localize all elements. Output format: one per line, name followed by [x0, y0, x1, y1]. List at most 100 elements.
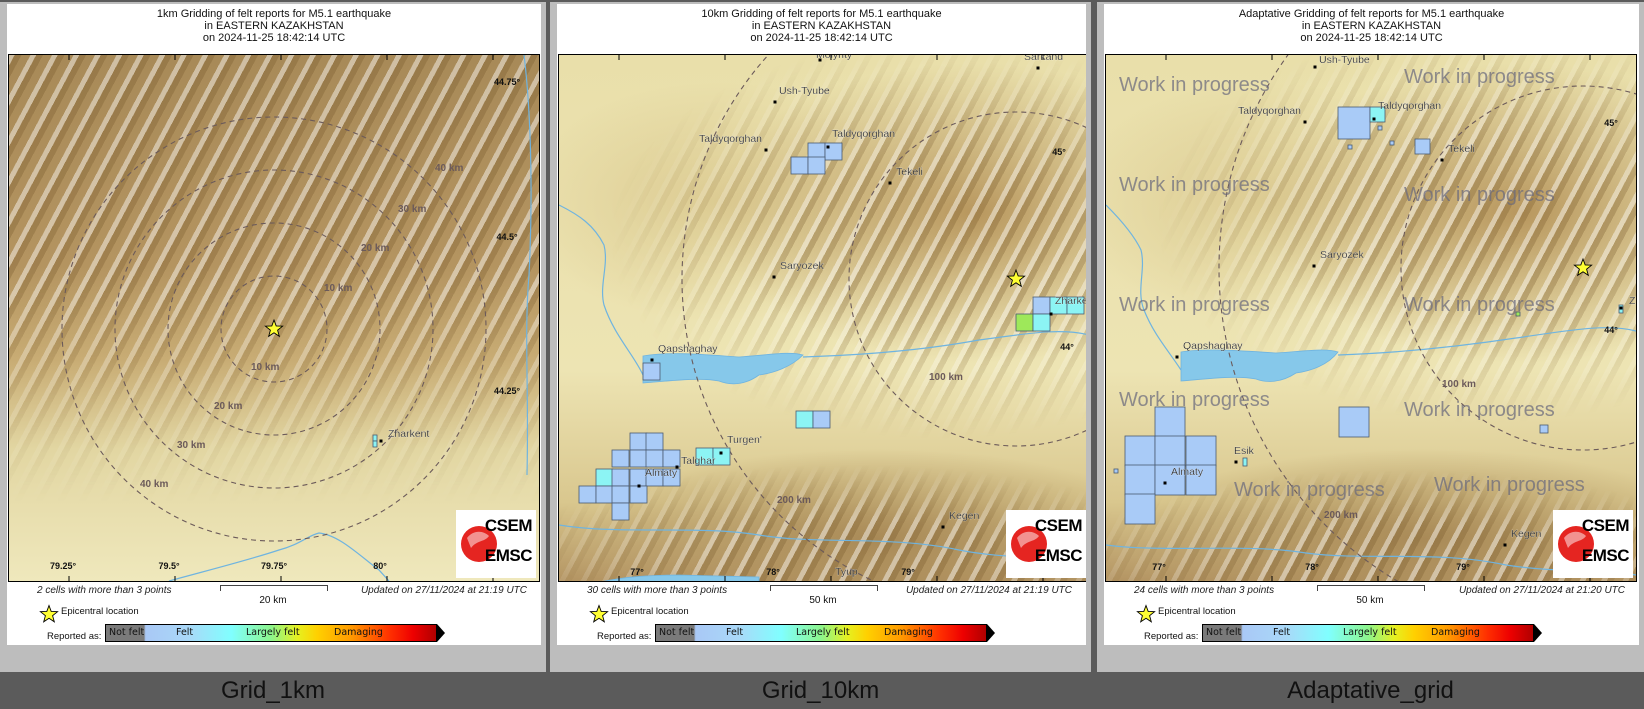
felt-report-cell[interactable] — [595, 468, 614, 487]
title-line: on 2024-11-25 18:42:14 UTC — [750, 32, 893, 44]
felt-report-cell[interactable] — [1414, 138, 1431, 155]
felt-report-cell[interactable] — [662, 449, 681, 468]
city-label: Tekeli — [1448, 143, 1475, 155]
felt-report-cell[interactable] — [611, 449, 630, 468]
lake — [603, 574, 760, 581]
felt-report-cell[interactable] — [1124, 493, 1156, 525]
felt-report-cell[interactable] — [372, 440, 378, 448]
felt-report-cell[interactable] — [1337, 106, 1371, 140]
felt-report-cell[interactable] — [1124, 464, 1156, 496]
felt-report-cell[interactable] — [812, 410, 831, 429]
map-figure: 1km Gridding of felt reports for M5.1 ea… — [7, 4, 541, 645]
felt-report-cell[interactable] — [1154, 435, 1186, 467]
logo-text-emsc: EMSC — [1034, 546, 1083, 565]
distance-label: 30 km — [177, 440, 205, 451]
colorbar-label: Damaging — [334, 627, 383, 638]
river — [168, 532, 390, 581]
shaded-relief-map[interactable]: 100 km 200 km Ush-Tyube Taldyqorghan Taldyqo… — [1105, 54, 1637, 582]
felt-report-cell[interactable] — [1377, 125, 1383, 131]
felt-report-cell[interactable] — [1124, 435, 1156, 467]
felt-report-cell[interactable] — [1185, 435, 1217, 467]
felt-report-cell[interactable] — [629, 432, 648, 451]
felt-report-cell[interactable] — [629, 485, 648, 504]
felt-report-cell[interactable] — [1389, 140, 1395, 146]
felt-report-cell[interactable] — [807, 156, 826, 175]
city-marker — [650, 358, 654, 362]
city-marker — [675, 465, 679, 469]
felt-report-cell[interactable] — [611, 485, 630, 504]
river — [1106, 204, 1182, 371]
figure-title: 1km Gridding of felt reports for M5.1 ea… — [7, 8, 541, 44]
lake — [1180, 349, 1339, 382]
latitude-label: 44.25° — [494, 386, 521, 396]
colorbar-label: Felt — [176, 627, 194, 638]
city-label: Taldyqorghan — [699, 133, 762, 145]
city-marker — [1036, 66, 1040, 70]
felt-report-cell[interactable] — [629, 449, 648, 468]
distance-ring — [167, 222, 381, 436]
felt-report-cell[interactable] — [1113, 468, 1119, 474]
shaded-relief-map[interactable]: 40 km 30 km 20 km 10 km 10 km 20 km 30 km 40 km… — [8, 54, 540, 582]
distance-ring — [61, 116, 487, 542]
felt-report-cell[interactable] — [645, 432, 664, 451]
city-marker — [941, 525, 945, 529]
felt-report-cell[interactable] — [1338, 406, 1370, 438]
felt-report-cell[interactable] — [611, 468, 630, 487]
felt-report-cell[interactable] — [1066, 296, 1085, 315]
csem-emsc-logo: CSEM EMSC — [1553, 510, 1633, 578]
csem-emsc-logo: CSEM EMSC — [456, 510, 536, 578]
city-marker — [773, 100, 777, 104]
felt-report-cell[interactable] — [1015, 313, 1034, 332]
felt-report-cell[interactable] — [1154, 406, 1186, 438]
felt-report-cell[interactable] — [712, 447, 731, 466]
city-label: Kegen — [949, 510, 980, 522]
panel-caption: Grid_1km — [220, 677, 326, 704]
colorbar-arrow-icon — [987, 624, 995, 642]
logo-text-emsc: EMSC — [484, 546, 533, 565]
felt-report-cell[interactable] — [662, 468, 681, 487]
map-overlay: 100 km 200 km Moiynty Sarkand Ush-Tyube Taldy… — [559, 55, 1086, 581]
felt-report-cell[interactable] — [611, 502, 630, 521]
epicenter-star-icon[interactable] — [1006, 268, 1026, 288]
felt-report-cell[interactable] — [1347, 144, 1353, 150]
watermark-text: Work in progress — [1234, 479, 1385, 501]
felt-report-cell[interactable] — [1032, 313, 1051, 332]
watermark-text: Work in progress — [1119, 174, 1270, 196]
colorbar-label: Not felt — [109, 627, 145, 638]
map-figure: Adaptative Gridding of felt reports for … — [1104, 4, 1639, 645]
scale-bar — [770, 585, 878, 591]
logo-text-csem: CSEM — [484, 516, 533, 535]
watermark-text: Work in progress — [1404, 294, 1555, 316]
city-label: Tyup — [835, 566, 858, 578]
map-panel-3: Adaptative Gridding of felt reports for … — [1097, 2, 1644, 672]
city-marker — [1312, 264, 1316, 268]
felt-report-cell[interactable] — [790, 156, 809, 175]
felt-report-cell[interactable] — [645, 449, 664, 468]
felt-report-cell[interactable] — [1154, 464, 1186, 496]
city-marker — [764, 148, 768, 152]
epicenter-star-icon[interactable] — [264, 318, 284, 338]
felt-report-cell[interactable] — [1242, 457, 1248, 467]
city-marker — [1234, 460, 1238, 464]
felt-report-cell[interactable] — [578, 485, 597, 504]
distance-ring — [1400, 85, 1636, 451]
distance-ring — [114, 169, 434, 489]
felt-report-cell[interactable] — [642, 362, 661, 381]
felt-report-cell[interactable] — [1032, 296, 1051, 315]
shaded-relief-map[interactable]: 100 km 200 km Moiynty Sarkand Ush-Tyube Taldy… — [558, 54, 1086, 582]
intensity-colorbar: Not felt Felt Largely felt Damaging — [1202, 624, 1534, 642]
city-label: Turgen' — [727, 434, 762, 446]
felt-report-cell[interactable] — [1539, 424, 1549, 434]
reported-as-label: Reported as: — [597, 631, 652, 642]
felt-report-cell[interactable] — [1185, 464, 1217, 496]
felt-report-cell[interactable] — [372, 434, 378, 442]
felt-report-cell[interactable] — [595, 485, 614, 504]
logo-text-csem: CSEM — [1581, 516, 1630, 535]
globe-icon — [461, 526, 497, 562]
felt-report-cell[interactable] — [795, 410, 814, 429]
epicenter-star-icon[interactable] — [1573, 257, 1593, 277]
felt-report-cell[interactable] — [1515, 311, 1521, 317]
distance-label: 100 km — [1442, 379, 1476, 390]
scale-bar-label: 50 km — [1356, 595, 1384, 606]
latitude-label: 44° — [1604, 325, 1618, 335]
